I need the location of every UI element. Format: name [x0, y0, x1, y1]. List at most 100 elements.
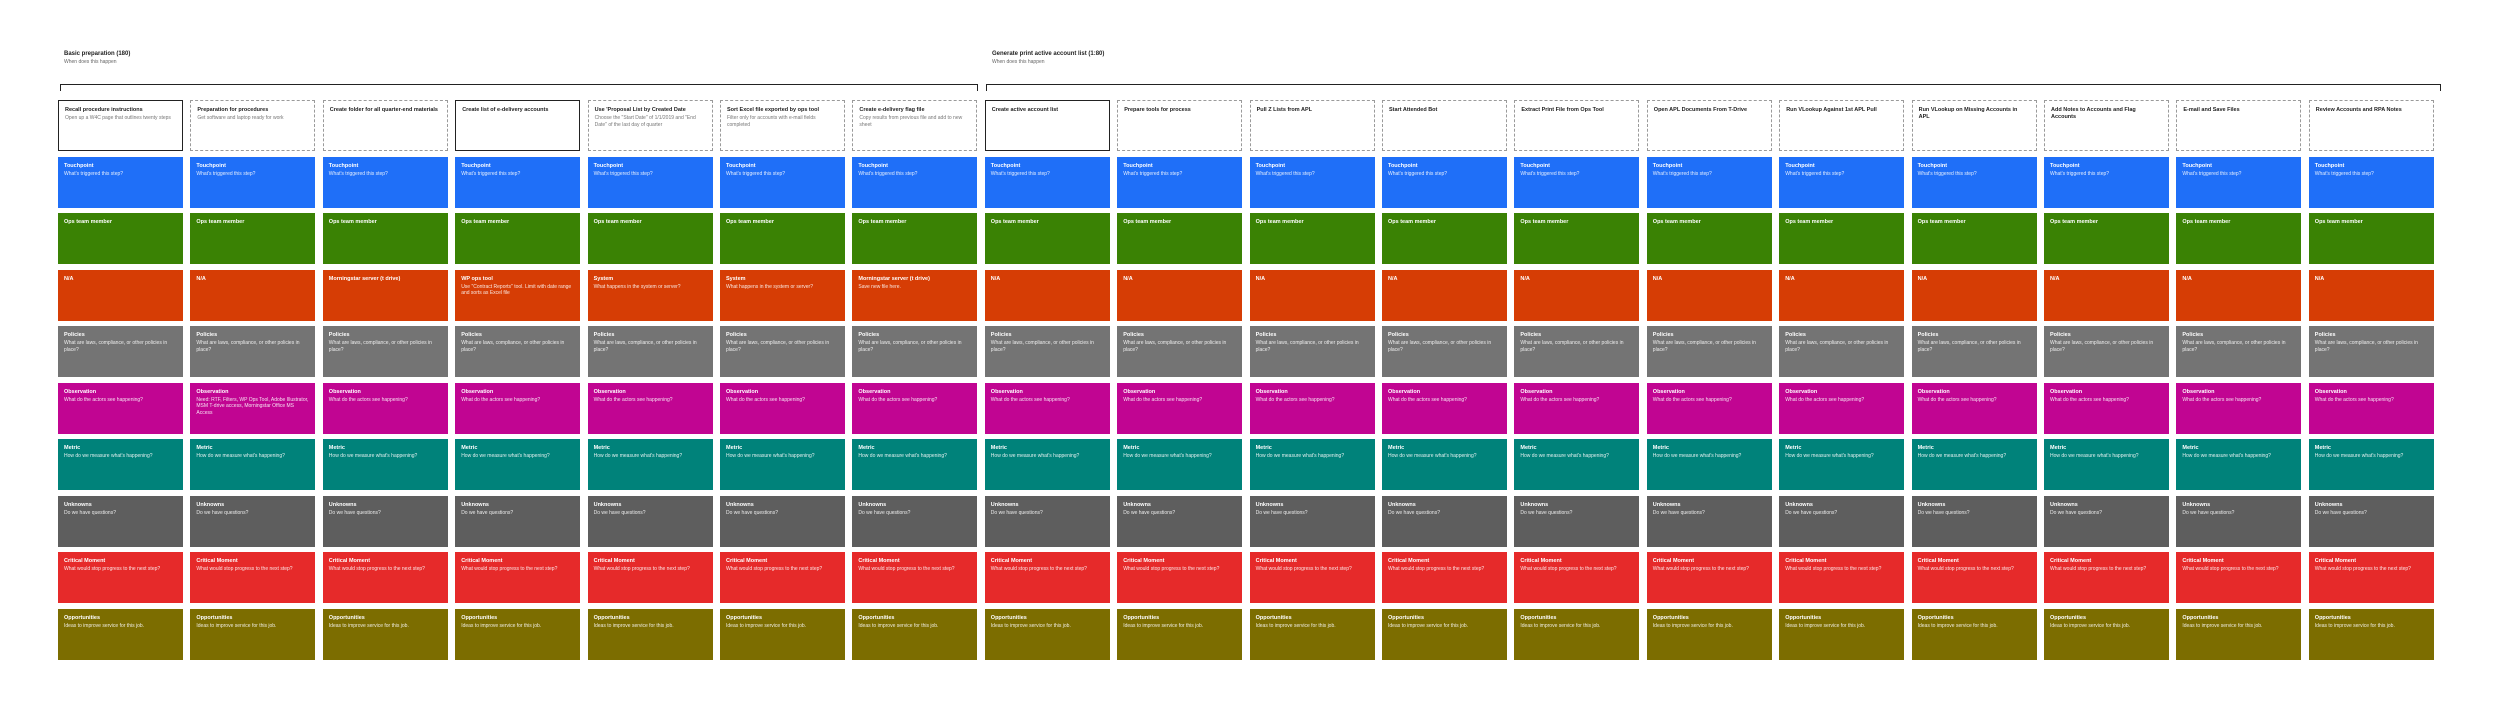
- unknowns-card[interactable]: Unknowns Do we have questions?: [1779, 495, 1905, 547]
- opportunities-card[interactable]: Opportunities Ideas to improve service fo…: [1779, 608, 1905, 660]
- ops-card[interactable]: Ops team member: [1779, 213, 1905, 264]
- step-card[interactable]: Open APL Documents From T-Drive: [1646, 100, 1772, 151]
- policies-card[interactable]: Policies What are laws, compliance, or ot…: [2308, 326, 2434, 377]
- touchpoint-card[interactable]: Touchpoint What's triggered this step?: [1911, 156, 2037, 208]
- metric-card[interactable]: Metric How do we measure what's happening…: [1911, 439, 2037, 490]
- touchpoint-card[interactable]: Touchpoint What's triggered this step?: [58, 156, 183, 208]
- step-card[interactable]: Pull Z Lists from APL: [1249, 100, 1375, 151]
- critical-card[interactable]: Critical Moment What would stop progress …: [2044, 552, 2169, 603]
- observation-card[interactable]: Observation What do the actors see happen…: [1514, 382, 1640, 434]
- opportunities-card[interactable]: Opportunities Ideas to improve service fo…: [322, 608, 448, 660]
- unknowns-card[interactable]: Unknowns Do we have questions?: [1117, 495, 1243, 547]
- step-card[interactable]: Extract Print File from Ops Tool: [1514, 100, 1640, 151]
- policies-card[interactable]: Policies What are laws, compliance, or ot…: [1646, 326, 1772, 377]
- critical-card[interactable]: Critical Moment What would stop progress …: [1779, 552, 1905, 603]
- unknowns-card[interactable]: Unknowns Do we have questions?: [1382, 495, 1507, 547]
- step-card[interactable]: E-mail and Save Files: [2176, 100, 2302, 151]
- unknowns-card[interactable]: Unknowns Do we have questions?: [322, 495, 448, 547]
- opportunities-card[interactable]: Opportunities Ideas to improve service fo…: [1646, 608, 1772, 660]
- observation-card[interactable]: Observation What do the actors see happen…: [2308, 382, 2434, 434]
- observation-card[interactable]: Observation What do the actors see happen…: [1249, 382, 1375, 434]
- policies-card[interactable]: Policies What are laws, compliance, or ot…: [1779, 326, 1905, 377]
- ops-card[interactable]: Ops team member: [2176, 213, 2302, 264]
- ops-card[interactable]: Ops team member: [1249, 213, 1375, 264]
- policies-card[interactable]: Policies What are laws, compliance, or ot…: [190, 326, 316, 377]
- step-card[interactable]: Create active account list: [984, 100, 1110, 151]
- critical-card[interactable]: Critical Moment What would stop progress …: [190, 552, 316, 603]
- ops-card[interactable]: Ops team member: [1646, 213, 1772, 264]
- touchpoint-card[interactable]: Touchpoint What's triggered this step?: [190, 156, 316, 208]
- touchpoint-card[interactable]: Touchpoint What's triggered this step?: [984, 156, 1110, 208]
- critical-card[interactable]: Critical Moment What would stop progress …: [1249, 552, 1375, 603]
- unknowns-card[interactable]: Unknowns Do we have questions?: [2044, 495, 2169, 547]
- na-card[interactable]: N/A: [2176, 269, 2302, 321]
- na-card[interactable]: N/A: [1117, 269, 1243, 321]
- na-card[interactable]: N/A: [1514, 269, 1640, 321]
- na-card[interactable]: N/A: [1646, 269, 1772, 321]
- opportunities-card[interactable]: Opportunities Ideas to improve service fo…: [1249, 608, 1375, 660]
- step-card[interactable]: Use 'Proposal List by Created Date Choose…: [587, 100, 713, 151]
- policies-card[interactable]: Policies What are laws, compliance, or ot…: [2176, 326, 2302, 377]
- metric-card[interactable]: Metric How do we measure what's happening…: [58, 439, 183, 490]
- observation-card[interactable]: Observation What do the actors see happen…: [720, 382, 845, 434]
- unknowns-card[interactable]: Unknowns Do we have questions?: [1249, 495, 1375, 547]
- policies-card[interactable]: Policies What are laws, compliance, or ot…: [322, 326, 448, 377]
- critical-card[interactable]: Critical Moment What would stop progress …: [2176, 552, 2302, 603]
- na-card[interactable]: WP ops tool Use "Contract Reports" tool. …: [455, 269, 581, 321]
- critical-card[interactable]: Critical Moment What would stop progress …: [322, 552, 448, 603]
- critical-card[interactable]: Critical Moment What would stop progress …: [587, 552, 713, 603]
- step-card[interactable]: Run VLookup on Missing Accounts in APL: [1911, 100, 2037, 151]
- critical-card[interactable]: Critical Moment What would stop progress …: [720, 552, 845, 603]
- ops-card[interactable]: Ops team member: [58, 213, 183, 264]
- ops-card[interactable]: Ops team member: [984, 213, 1110, 264]
- na-card[interactable]: N/A: [1779, 269, 1905, 321]
- touchpoint-card[interactable]: Touchpoint What's triggered this step?: [587, 156, 713, 208]
- observation-card[interactable]: Observation What do the actors see happen…: [2044, 382, 2169, 434]
- opportunities-card[interactable]: Opportunities Ideas to improve service fo…: [1514, 608, 1640, 660]
- critical-card[interactable]: Critical Moment What would stop progress …: [2308, 552, 2434, 603]
- metric-card[interactable]: Metric How do we measure what's happening…: [1117, 439, 1243, 490]
- touchpoint-card[interactable]: Touchpoint What's triggered this step?: [2044, 156, 2169, 208]
- metric-card[interactable]: Metric How do we measure what's happening…: [322, 439, 448, 490]
- touchpoint-card[interactable]: Touchpoint What's triggered this step?: [2308, 156, 2434, 208]
- touchpoint-card[interactable]: Touchpoint What's triggered this step?: [1779, 156, 1905, 208]
- opportunities-card[interactable]: Opportunities Ideas to improve service fo…: [2176, 608, 2302, 660]
- unknowns-card[interactable]: Unknowns Do we have questions?: [984, 495, 1110, 547]
- policies-card[interactable]: Policies What are laws, compliance, or ot…: [1249, 326, 1375, 377]
- policies-card[interactable]: Policies What are laws, compliance, or ot…: [984, 326, 1110, 377]
- opportunities-card[interactable]: Opportunities Ideas to improve service fo…: [984, 608, 1110, 660]
- step-card[interactable]: Preparation for procedures Get software a…: [190, 100, 316, 151]
- touchpoint-card[interactable]: Touchpoint What's triggered this step?: [322, 156, 448, 208]
- observation-card[interactable]: Observation What do the actors see happen…: [1911, 382, 2037, 434]
- unknowns-card[interactable]: Unknowns Do we have questions?: [1514, 495, 1640, 547]
- opportunities-card[interactable]: Opportunities Ideas to improve service fo…: [1382, 608, 1507, 660]
- unknowns-card[interactable]: Unknowns Do we have questions?: [2308, 495, 2434, 547]
- observation-card[interactable]: Observation What do the actors see happen…: [984, 382, 1110, 434]
- opportunities-card[interactable]: Opportunities Ideas to improve service fo…: [720, 608, 845, 660]
- metric-card[interactable]: Metric How do we measure what's happening…: [1382, 439, 1507, 490]
- ops-card[interactable]: Ops team member: [190, 213, 316, 264]
- unknowns-card[interactable]: Unknowns Do we have questions?: [2176, 495, 2302, 547]
- unknowns-card[interactable]: Unknowns Do we have questions?: [587, 495, 713, 547]
- unknowns-card[interactable]: Unknowns Do we have questions?: [1646, 495, 1772, 547]
- unknowns-card[interactable]: Unknowns Do we have questions?: [190, 495, 316, 547]
- metric-card[interactable]: Metric How do we measure what's happening…: [190, 439, 316, 490]
- metric-card[interactable]: Metric How do we measure what's happening…: [984, 439, 1110, 490]
- unknowns-card[interactable]: Unknowns Do we have questions?: [455, 495, 581, 547]
- unknowns-card[interactable]: Unknowns Do we have questions?: [852, 495, 978, 547]
- metric-card[interactable]: Metric How do we measure what's happening…: [852, 439, 978, 490]
- ops-card[interactable]: Ops team member: [322, 213, 448, 264]
- unknowns-card[interactable]: Unknowns Do we have questions?: [1911, 495, 2037, 547]
- policies-card[interactable]: Policies What are laws, compliance, or ot…: [852, 326, 978, 377]
- metric-card[interactable]: Metric How do we measure what's happening…: [2308, 439, 2434, 490]
- policies-card[interactable]: Policies What are laws, compliance, or ot…: [455, 326, 581, 377]
- touchpoint-card[interactable]: Touchpoint What's triggered this step?: [720, 156, 845, 208]
- policies-card[interactable]: Policies What are laws, compliance, or ot…: [58, 326, 183, 377]
- step-card[interactable]: Run VLookup Against 1st APL Pull: [1779, 100, 1905, 151]
- na-card[interactable]: N/A: [1249, 269, 1375, 321]
- metric-card[interactable]: Metric How do we measure what's happening…: [720, 439, 845, 490]
- touchpoint-card[interactable]: Touchpoint What's triggered this step?: [2176, 156, 2302, 208]
- opportunities-card[interactable]: Opportunities Ideas to improve service fo…: [58, 608, 183, 660]
- opportunities-card[interactable]: Opportunities Ideas to improve service fo…: [2308, 608, 2434, 660]
- step-card[interactable]: Create e-delivery flag file Copy results …: [852, 100, 978, 151]
